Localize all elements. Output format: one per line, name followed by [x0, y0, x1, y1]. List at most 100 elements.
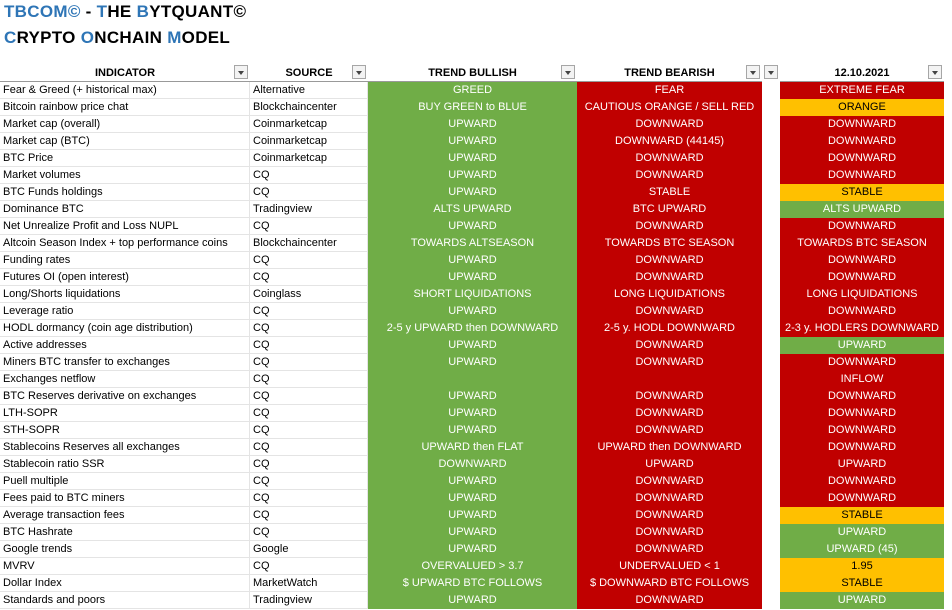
header-cell: 12.10.2021 [780, 64, 944, 82]
source-cell: CQ [250, 388, 368, 405]
bullish-cell: UPWARD [368, 592, 577, 609]
source-cell: CQ [250, 422, 368, 439]
current-cell: UPWARD [780, 337, 944, 354]
indicator-cell: Dominance BTC [0, 201, 250, 218]
bearish-cell: DOWNWARD [577, 303, 762, 320]
bullish-cell: OVERVALUED > 3.7 [368, 558, 577, 575]
bearish-cell: DOWNWARD [577, 150, 762, 167]
indicator-cell: Leverage ratio [0, 303, 250, 320]
current-cell: 2-3 y. HODLERS DOWNWARD [780, 320, 944, 337]
indicator-cell: LTH-SOPR [0, 405, 250, 422]
header-cell: TREND BEARISH [577, 64, 762, 82]
filter-button[interactable] [561, 65, 575, 79]
bullish-cell: UPWARD [368, 354, 577, 371]
bullish-cell: UPWARD [368, 422, 577, 439]
indicator-cell: MVRV [0, 558, 250, 575]
bullish-cell: UPWARD [368, 116, 577, 133]
bullish-cell [368, 371, 577, 388]
source-cell: CQ [250, 371, 368, 388]
bearish-cell: DOWNWARD [577, 218, 762, 235]
indicator-cell: Active addresses [0, 337, 250, 354]
source-cell: MarketWatch [250, 575, 368, 592]
indicator-cell: Fees paid to BTC miners [0, 490, 250, 507]
indicator-cell: Stablecoins Reserves all exchanges [0, 439, 250, 456]
bearish-cell: DOWNWARD [577, 354, 762, 371]
bullish-cell: UPWARD [368, 541, 577, 558]
title-segment: NCHAIN [94, 28, 168, 47]
filter-button[interactable] [234, 65, 248, 79]
title-line: CRYPTO ONCHAIN MODEL [4, 28, 230, 48]
indicator-cell: Market volumes [0, 167, 250, 184]
bearish-cell: CAUTIOUS ORANGE / SELL RED [577, 99, 762, 116]
bearish-cell: DOWNWARD [577, 592, 762, 609]
indicator-cell: Long/Shorts liquidations [0, 286, 250, 303]
bearish-cell: TOWARDS BTC SEASON [577, 235, 762, 252]
current-cell: STABLE [780, 184, 944, 201]
bearish-cell: 2-5 y. HODL DOWNWARD [577, 320, 762, 337]
bearish-cell: DOWNWARD [577, 422, 762, 439]
bullish-cell: TOWARDS ALTSEASON [368, 235, 577, 252]
current-cell: DOWNWARD [780, 252, 944, 269]
bullish-cell: $ UPWARD BTC FOLLOWS [368, 575, 577, 592]
filter-button[interactable] [746, 65, 760, 79]
title-line: TBCOM© - THE BYTQUANT© [4, 2, 246, 22]
indicator-cell: BTC Hashrate [0, 524, 250, 541]
bearish-cell: $ DOWNWARD BTC FOLLOWS [577, 575, 762, 592]
bullish-cell: ALTS UPWARD [368, 201, 577, 218]
indicator-cell: Exchanges netflow [0, 371, 250, 388]
source-cell: CQ [250, 252, 368, 269]
current-cell: UPWARD [780, 456, 944, 473]
source-cell: CQ [250, 558, 368, 575]
title-segment: ODEL [181, 28, 231, 47]
source-cell: CQ [250, 167, 368, 184]
indicator-cell: Altcoin Season Index + top performance c… [0, 235, 250, 252]
current-cell: DOWNWARD [780, 473, 944, 490]
bullish-cell: UPWARD [368, 269, 577, 286]
indicator-cell: Stablecoin ratio SSR [0, 456, 250, 473]
source-cell: CQ [250, 184, 368, 201]
bearish-cell: DOWNWARD [577, 337, 762, 354]
indicator-cell: Average transaction fees [0, 507, 250, 524]
bearish-cell: DOWNWARD [577, 167, 762, 184]
current-cell: STABLE [780, 575, 944, 592]
current-cell: DOWNWARD [780, 218, 944, 235]
indicator-cell: Bitcoin rainbow price chat [0, 99, 250, 116]
source-cell: CQ [250, 507, 368, 524]
bearish-cell: FEAR [577, 82, 762, 99]
bullish-cell: UPWARD [368, 167, 577, 184]
indicator-cell: Puell multiple [0, 473, 250, 490]
bullish-cell: UPWARD [368, 337, 577, 354]
source-cell: CQ [250, 490, 368, 507]
bearish-cell: DOWNWARD [577, 473, 762, 490]
source-cell: CQ [250, 524, 368, 541]
title-segment: O [80, 28, 95, 47]
bearish-cell: DOWNWARD [577, 490, 762, 507]
bullish-cell: UPWARD [368, 184, 577, 201]
current-cell: LONG LIQUIDATIONS [780, 286, 944, 303]
bearish-cell: DOWNWARD [577, 507, 762, 524]
filter-button[interactable] [764, 65, 778, 79]
bullish-cell: UPWARD [368, 218, 577, 235]
indicator-cell: BTC Funds holdings [0, 184, 250, 201]
source-cell: CQ [250, 320, 368, 337]
filter-button[interactable] [352, 65, 366, 79]
header-cell: INDICATOR [0, 64, 250, 82]
current-cell: DOWNWARD [780, 490, 944, 507]
bullish-cell: SHORT LIQUIDATIONS [368, 286, 577, 303]
bullish-cell: 2-5 y UPWARD then DOWNWARD [368, 320, 577, 337]
header-cell: SOURCE [250, 64, 368, 82]
title-segment: YTQUANT© [149, 2, 247, 21]
source-cell: CQ [250, 405, 368, 422]
current-cell: EXTREME FEAR [780, 82, 944, 99]
filter-button[interactable] [928, 65, 942, 79]
indicator-cell: Futures OI (open interest) [0, 269, 250, 286]
current-cell: UPWARD [780, 524, 944, 541]
title-segment: - [80, 2, 97, 21]
source-cell: Coinmarketcap [250, 116, 368, 133]
bullish-cell: UPWARD [368, 303, 577, 320]
source-cell: Blockchaincenter [250, 99, 368, 116]
bullish-cell: UPWARD then FLAT [368, 439, 577, 456]
current-cell: DOWNWARD [780, 388, 944, 405]
current-cell: ORANGE [780, 99, 944, 116]
bearish-cell: DOWNWARD [577, 388, 762, 405]
